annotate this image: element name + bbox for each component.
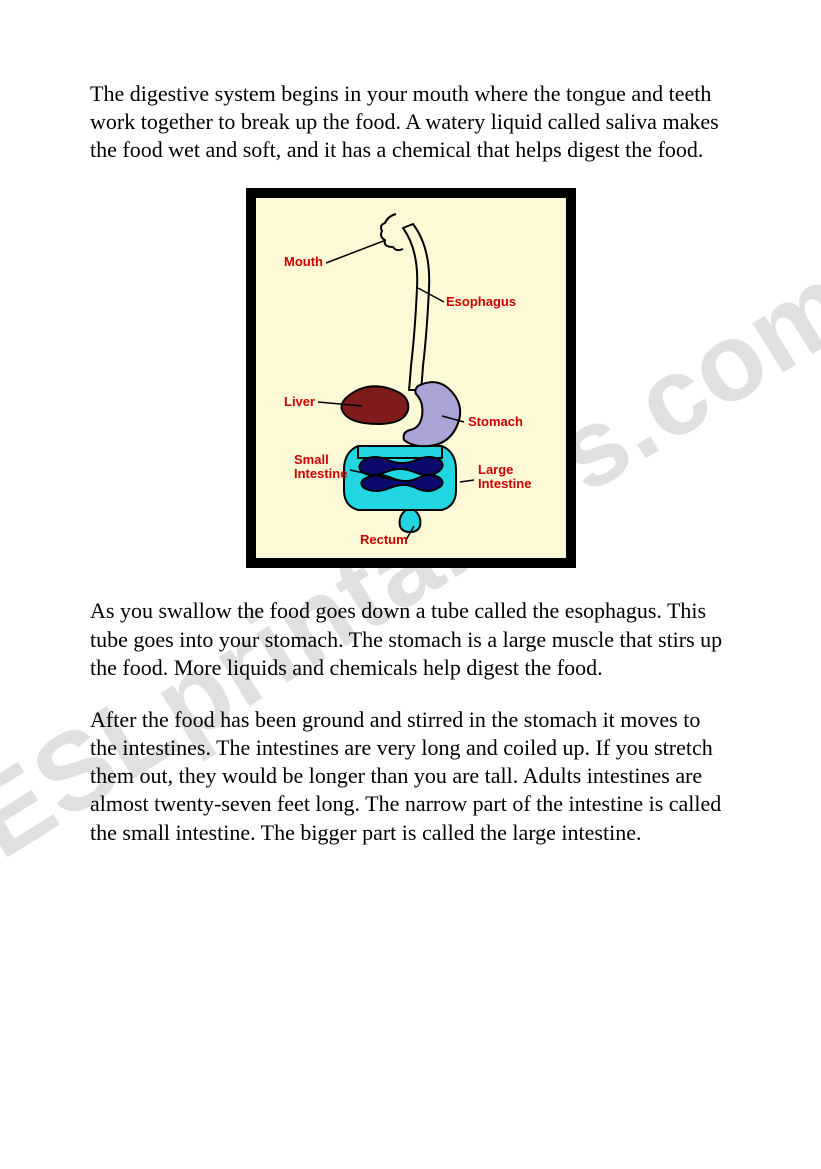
document-page: The digestive system begins in your mout… — [0, 0, 821, 911]
digestive-diagram-container: MouthEsophagusLiverStomachSmallIntestine… — [90, 188, 731, 573]
esophagus-label: Esophagus — [446, 294, 516, 309]
digestive-system-diagram: MouthEsophagusLiverStomachSmallIntestine… — [246, 188, 576, 568]
mouth-label: Mouth — [284, 254, 323, 269]
paragraph-2: As you swallow the food goes down a tube… — [90, 597, 731, 681]
stomach-label: Stomach — [468, 414, 523, 429]
paragraph-3: After the food has been ground and stirr… — [90, 706, 731, 847]
rectum-label: Rectum — [360, 532, 408, 547]
paragraph-1: The digestive system begins in your mout… — [90, 80, 731, 164]
liver-label: Liver — [284, 394, 315, 409]
rectum-shape — [399, 510, 420, 532]
